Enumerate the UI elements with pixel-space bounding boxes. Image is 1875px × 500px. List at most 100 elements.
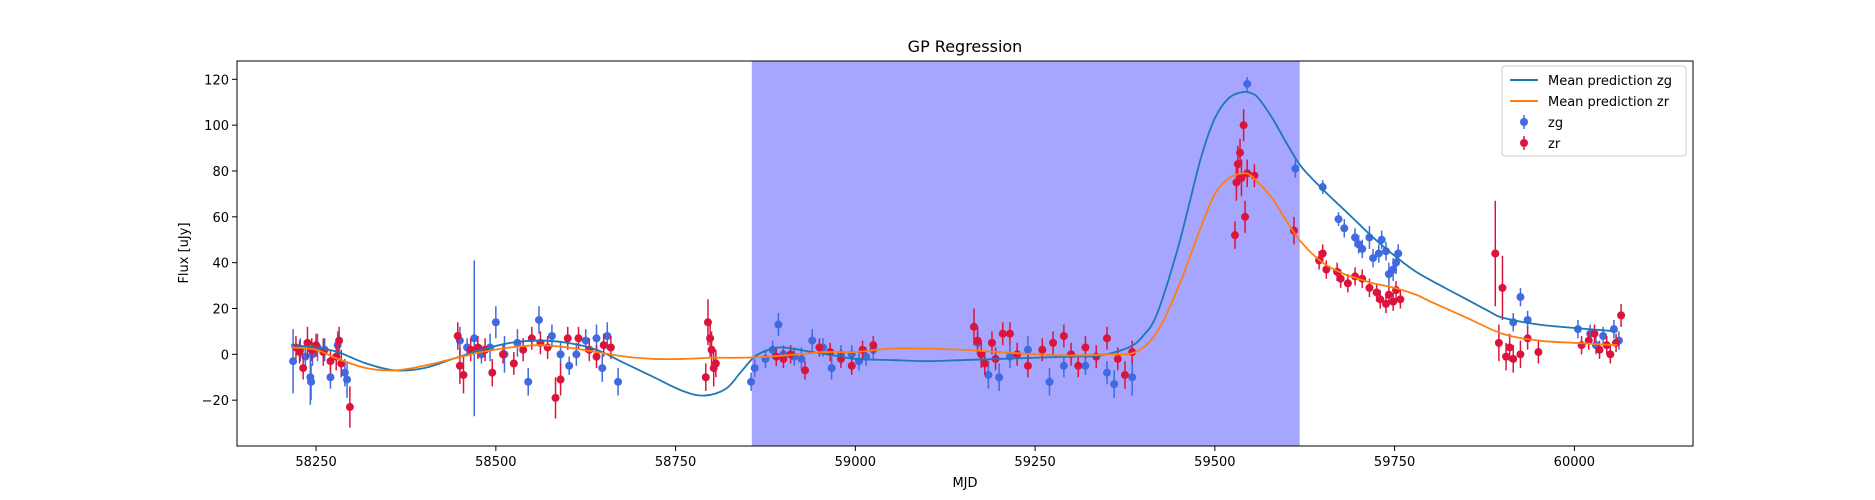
point-zr-101 (1509, 354, 1518, 363)
point-zg-32 (750, 364, 759, 373)
point-zr-74 (1237, 173, 1246, 182)
point-zr-61 (1059, 332, 1068, 340)
point-zr-96 (1491, 249, 1500, 258)
point-zr-46 (847, 361, 856, 370)
plot-inner (289, 61, 1626, 446)
point-zr-97 (1494, 338, 1503, 347)
point-zr-102 (1516, 350, 1525, 359)
plot-area: 58250 58500 58750 59000 59250 59500 59750 60000… (202, 60, 1694, 470)
x-axis-label: MJD (952, 476, 977, 491)
point-zg-69 (1377, 235, 1386, 244)
point-zr-31 (599, 341, 608, 350)
point-zg-21 (534, 315, 543, 324)
point-zr-2 (299, 364, 308, 373)
chart-title: GP Regression (908, 37, 1023, 56)
point-zg-23 (556, 350, 565, 359)
point-zg-49 (995, 373, 1004, 382)
point-zr-58 (1023, 361, 1032, 370)
point-zg-25 (572, 350, 581, 359)
point-zr-90 (1376, 295, 1385, 304)
point-zr-25 (551, 393, 560, 402)
point-zr-33 (701, 373, 710, 382)
point-zr-81 (1318, 249, 1327, 258)
point-zg-61 (1334, 215, 1343, 224)
point-zg-39 (808, 336, 817, 345)
point-zr-20 (509, 359, 518, 368)
point-zg-4 (307, 377, 316, 386)
point-zg-58 (1243, 79, 1252, 88)
legend-label-3: zr (1548, 137, 1561, 152)
x-tick-label-59250: 59250 (1014, 455, 1055, 470)
point-zr-35 (706, 334, 715, 343)
point-zg-35 (774, 320, 783, 329)
y-tick-label-100: 100 (204, 119, 229, 134)
point-zr-60 (1049, 338, 1058, 347)
x-tick-label-60000: 60000 (1554, 455, 1595, 470)
point-zr-3 (303, 338, 312, 347)
legend-label-2: zg (1548, 116, 1563, 131)
point-zg-26 (581, 336, 590, 345)
point-zr-38 (711, 359, 720, 368)
y-tick-label-60: 60 (212, 211, 229, 226)
point-zr-82 (1322, 265, 1331, 274)
point-zr-12 (453, 332, 462, 340)
point-zg-53 (1059, 361, 1068, 370)
point-zr-63 (1074, 361, 1083, 370)
point-zr-28 (574, 334, 583, 343)
point-zr-51 (977, 350, 986, 359)
axes-frame (236, 60, 1694, 447)
point-zr-21 (519, 345, 528, 354)
series-zr (291, 109, 1626, 428)
x-tick-label-59500: 59500 (1194, 455, 1235, 470)
point-zg-72 (1389, 265, 1398, 274)
y-tick-label-40: 40 (212, 257, 229, 272)
point-zg-20 (524, 377, 533, 386)
x-tick-label-58250: 58250 (295, 455, 336, 470)
point-zg-14 (470, 334, 479, 343)
point-zr-107 (1590, 329, 1599, 338)
line-mean-prediction-0 (290, 90, 1618, 397)
point-zg-70 (1381, 247, 1390, 256)
point-zg-8 (326, 373, 335, 382)
point-zg-51 (1023, 345, 1032, 354)
point-zr-66 (1103, 334, 1112, 343)
point-zr-75 (1239, 121, 1248, 130)
legend-swatch-3 (1520, 139, 1528, 147)
x-tick-label-59750: 59750 (1374, 455, 1415, 470)
point-zg-52 (1045, 377, 1054, 386)
x-tick-label-58500: 58500 (475, 455, 516, 470)
point-zg-76 (1516, 293, 1525, 302)
point-zg-55 (1103, 368, 1112, 377)
point-zr-98 (1498, 283, 1507, 292)
x-tick-label-58750: 58750 (655, 455, 696, 470)
point-zg-29 (603, 332, 612, 340)
point-zg-62 (1340, 224, 1349, 233)
point-zr-70 (1230, 231, 1239, 240)
legend-box (1501, 65, 1687, 157)
point-zg-54 (1081, 361, 1090, 370)
point-zr-73 (1236, 148, 1245, 157)
point-zr-67 (1113, 354, 1122, 363)
y-tick-label-120: 120 (204, 73, 229, 88)
point-zg-27 (592, 334, 601, 343)
point-zg-11 (343, 375, 352, 384)
point-zr-13 (455, 361, 464, 370)
point-zr-99 (1502, 352, 1511, 361)
point-zr-18 (488, 368, 497, 377)
point-zr-14 (459, 370, 468, 379)
point-zr-112 (1617, 311, 1626, 320)
point-zg-22 (547, 332, 556, 340)
point-zr-108 (1595, 345, 1604, 354)
point-zg-28 (598, 364, 607, 373)
point-zr-84 (1336, 274, 1345, 283)
point-zg-65 (1358, 244, 1367, 253)
point-zr-52 (980, 359, 989, 368)
point-zr-89 (1372, 288, 1381, 297)
point-zr-9 (335, 336, 344, 345)
point-zg-48 (984, 370, 993, 379)
point-zg-31 (747, 377, 756, 386)
point-zr-19 (499, 350, 508, 359)
y-tick-label-80: 80 (212, 165, 229, 180)
point-zr-7 (326, 357, 335, 366)
point-zr-27 (563, 334, 572, 343)
